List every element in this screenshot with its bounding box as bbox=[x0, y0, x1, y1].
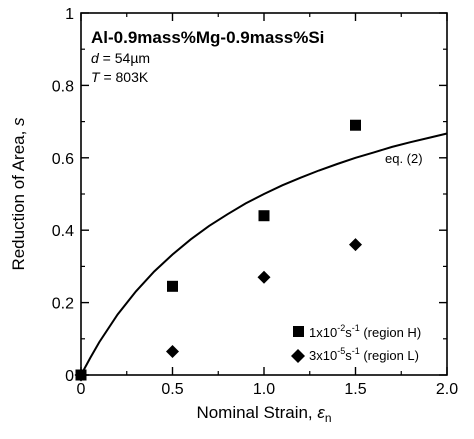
y-tick-label: 0.6 bbox=[52, 151, 74, 168]
temperature-symbol: T bbox=[91, 69, 101, 85]
axis-tick-labels: 0 0.5 1.0 1.5 2.0 0 0.2 0.4 0.6 0.8 1 bbox=[52, 6, 458, 398]
diamond-marker bbox=[257, 270, 271, 284]
y-axis-label: Reduction of Area, s bbox=[9, 117, 28, 271]
axis-ticks bbox=[80, 12, 448, 376]
chart-title: Al-0.9mass%Mg-0.9mass%Si bbox=[91, 28, 324, 47]
legend-square-marker bbox=[293, 326, 304, 337]
y-tick-label: 1 bbox=[65, 6, 74, 23]
x-tick-label: 0.5 bbox=[161, 381, 183, 398]
temperature-annotation: T = 803K bbox=[91, 69, 149, 85]
y-tick-label: 0.8 bbox=[52, 78, 74, 95]
diameter-symbol: d bbox=[91, 50, 100, 66]
diamond-marker bbox=[74, 368, 88, 382]
eq-2-curve bbox=[80, 132, 448, 376]
legend-diamond-marker bbox=[291, 349, 305, 363]
diamond-marker bbox=[349, 238, 362, 252]
y-tick-label: 0.4 bbox=[52, 223, 74, 240]
x-axis-label: Nominal Strain, εn bbox=[196, 403, 331, 425]
legend-entry-region-h: 1x10-2s-1 (region H) bbox=[309, 323, 421, 340]
legend-entry-region-l: 3x10-5s-1 (region L) bbox=[309, 346, 419, 363]
diameter-value: = 54µm bbox=[99, 50, 150, 66]
x-tick-label: 2.0 bbox=[436, 381, 458, 398]
x-tick-label: 0 bbox=[77, 381, 86, 398]
y-tick-label: 0.2 bbox=[52, 296, 74, 313]
y-tick-label: 0 bbox=[65, 368, 74, 385]
legend: 1x10-2s-1 (region H) 3x10-5s-1 (region L… bbox=[291, 323, 421, 363]
square-marker bbox=[167, 280, 178, 292]
diameter-annotation: d = 54µm bbox=[91, 50, 150, 66]
x-tick-label: 1.0 bbox=[253, 381, 275, 398]
square-marker bbox=[258, 210, 270, 222]
diamond-marker bbox=[166, 344, 179, 358]
curve-label: eq. (2) bbox=[385, 151, 423, 166]
temperature-value: = 803K bbox=[100, 69, 149, 85]
x-tick-label: 1.5 bbox=[344, 381, 366, 398]
square-marker bbox=[350, 119, 361, 131]
data-markers bbox=[74, 119, 362, 382]
